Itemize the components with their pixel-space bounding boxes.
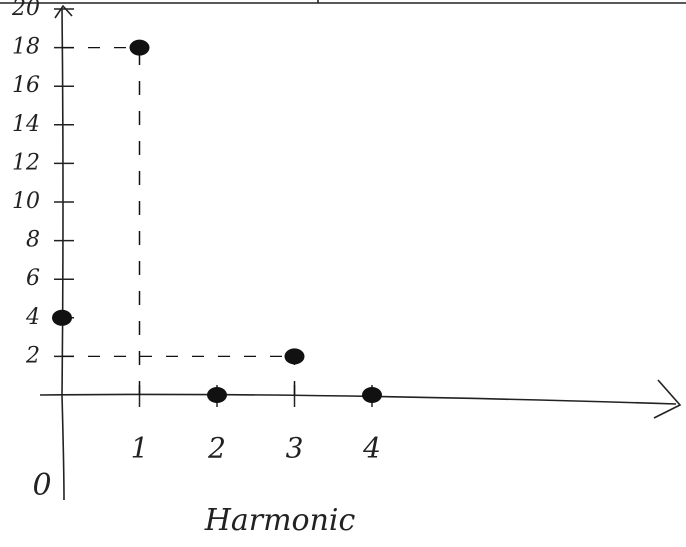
y-tick-label: 12 [12, 150, 40, 175]
x-tick-label: 4 [362, 432, 381, 465]
y-tick-label: 4 [25, 305, 40, 330]
y-axis-arrow [54, 4, 73, 19]
y-tick-label: 20 [11, 0, 40, 21]
point [52, 309, 72, 326]
y-tick-label: 14 [12, 112, 40, 137]
y-tick-label: 6 [26, 266, 40, 291]
y-tick-label: 8 [26, 228, 40, 253]
x-axis-arrow [653, 379, 682, 419]
y-axis [61, 7, 65, 501]
point [207, 387, 227, 403]
y-tick-label: 10 [12, 189, 40, 214]
x-tick-label: 2 [207, 432, 226, 465]
point [362, 387, 382, 403]
y-tick-label: 18 [12, 35, 40, 60]
point [284, 348, 305, 365]
x-axis-label: Harmonic [204, 503, 356, 538]
x-tick-label: 3 [286, 432, 304, 465]
point [129, 39, 150, 56]
x-tick-label: 1 [131, 432, 149, 465]
y-tick-label: 2 [25, 343, 40, 368]
y-tick-label: 16 [12, 73, 40, 98]
x-tick-label: 0 [32, 468, 51, 503]
x-axis [39, 393, 677, 405]
